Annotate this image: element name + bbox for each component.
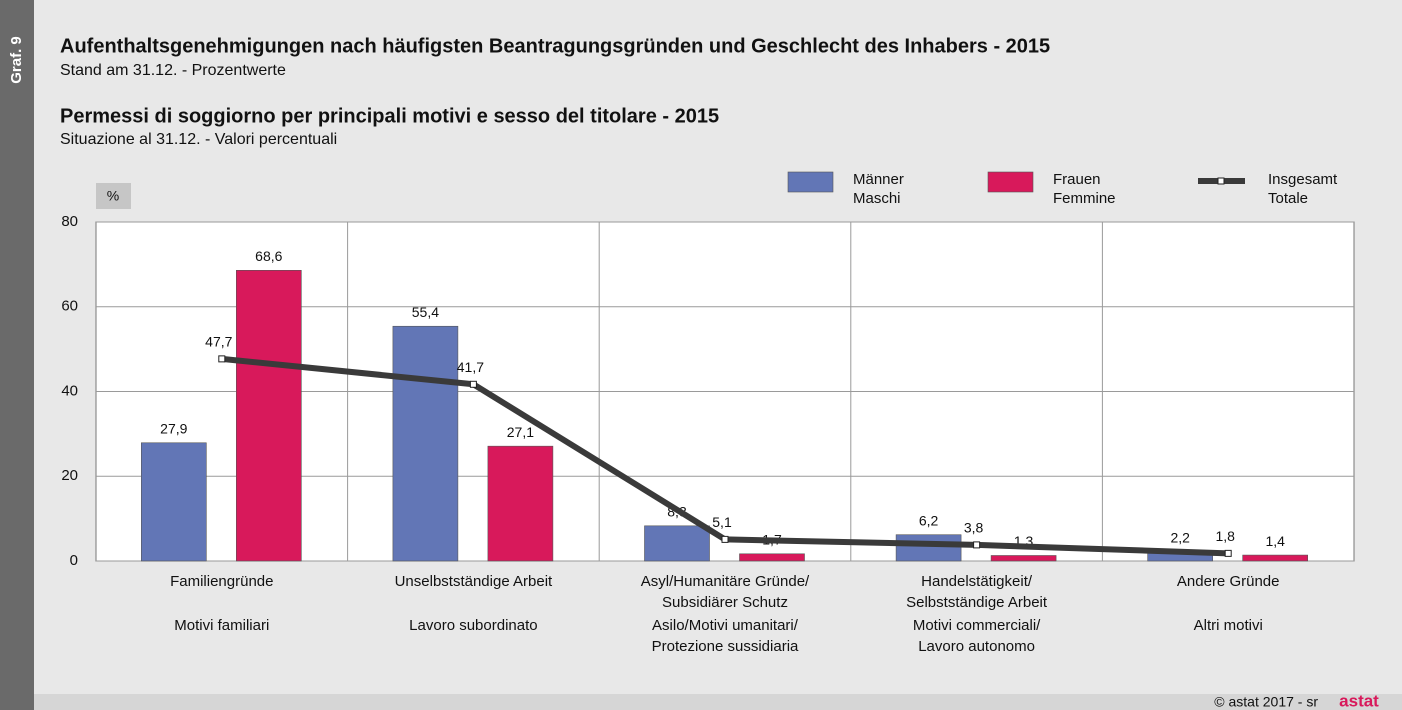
x-tick-label: Andere Gründe (1177, 573, 1280, 590)
data-label: 47,7 (205, 334, 232, 350)
legend-swatch (987, 171, 1034, 193)
footer-strip (34, 694, 1402, 710)
x-tick-label: Altri motivi (1194, 617, 1263, 634)
graphic-label: Graf. 9 (8, 36, 25, 84)
y-tick-label: 0 (70, 552, 78, 569)
bar (739, 553, 805, 562)
bar (392, 325, 459, 562)
bar (236, 270, 302, 562)
legend-label: Femmine (1053, 190, 1116, 207)
y-tick-label: 60 (61, 298, 78, 315)
legend-marker (1217, 177, 1225, 185)
data-label: 3,8 (964, 520, 984, 536)
legend-label: Maschi (853, 190, 901, 207)
y-tick-label: 80 (61, 213, 78, 230)
x-tick-label: Asilo/Motivi umanitari/ (652, 617, 799, 634)
legend-label: Frauen (1053, 171, 1101, 188)
line-marker (1224, 549, 1232, 557)
data-label: 27,9 (160, 420, 187, 436)
y-tick-label: 20 (61, 467, 78, 484)
bar (141, 442, 207, 562)
data-label: 1,4 (1265, 533, 1285, 549)
x-tick-label: Lavoro autonomo (918, 638, 1035, 655)
data-label: 41,7 (457, 359, 484, 375)
y-unit: % (107, 188, 119, 204)
legend-label: Insgesamt (1268, 171, 1338, 188)
line-marker (469, 380, 477, 388)
x-tick-label: Lavoro subordinato (409, 617, 537, 634)
x-tick-label: Protezione sussidiaria (652, 638, 799, 655)
x-tick-label: Asyl/Humanitäre Gründe/ (641, 573, 810, 590)
x-tick-label: Selbstständige Arbeit (906, 594, 1048, 611)
chart-title: Aufenthaltsgenehmigungen nach häufigsten… (60, 35, 1050, 57)
x-tick-label: Handelstätigkeit/ (921, 573, 1033, 590)
logo: astat (1339, 691, 1379, 710)
line-marker (218, 355, 226, 363)
bar (1242, 554, 1308, 562)
line-marker (973, 541, 981, 549)
data-label: 68,6 (255, 248, 282, 264)
data-label: 5,1 (712, 514, 732, 530)
copyright: © astat 2017 - sr (1214, 694, 1318, 710)
x-tick-label: Motivi commerciali/ (913, 617, 1041, 634)
chart-subtitle: Situazione al 31.12. - Valori percentual… (60, 131, 337, 148)
chart-title: Permessi di soggiorno per principali mot… (60, 105, 719, 127)
legend-label: Männer (853, 171, 904, 188)
legend-label: Totale (1268, 190, 1308, 207)
x-tick-label: Unselbstständige Arbeit (395, 573, 553, 590)
x-tick-label: Subsidiärer Schutz (662, 594, 788, 611)
data-label: 55,4 (412, 304, 439, 320)
unit-box (96, 183, 131, 209)
data-label: 27,1 (507, 424, 534, 440)
chart-subtitle: Stand am 31.12. - Prozentwerte (60, 62, 286, 79)
bar (895, 534, 962, 562)
data-label: 2,2 (1170, 529, 1190, 545)
data-label: 1,8 (1215, 528, 1235, 544)
bar (990, 555, 1057, 562)
bar (644, 525, 710, 562)
x-tick-label: Familiengründe (170, 573, 273, 590)
y-tick-label: 40 (61, 382, 78, 399)
line-marker (721, 535, 729, 543)
x-tick-label: Motivi familiari (174, 617, 269, 634)
side-strip (0, 0, 34, 710)
legend-swatch (787, 171, 834, 193)
data-label: 6,2 (919, 512, 939, 528)
bar (487, 445, 554, 562)
